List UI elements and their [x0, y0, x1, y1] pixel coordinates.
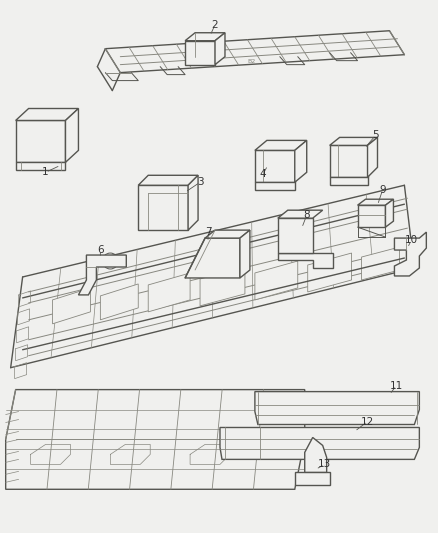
Text: 8: 8	[304, 210, 310, 220]
Text: B2: B2	[248, 59, 256, 64]
Polygon shape	[185, 238, 240, 278]
Polygon shape	[205, 230, 250, 238]
Polygon shape	[200, 267, 245, 306]
Polygon shape	[308, 253, 352, 292]
Polygon shape	[188, 175, 198, 230]
Polygon shape	[138, 185, 188, 230]
Polygon shape	[220, 427, 419, 459]
Polygon shape	[255, 150, 295, 182]
Polygon shape	[255, 261, 298, 300]
Text: 9: 9	[379, 185, 386, 195]
Polygon shape	[385, 199, 393, 227]
Polygon shape	[240, 230, 250, 278]
Polygon shape	[255, 392, 419, 424]
Polygon shape	[278, 218, 313, 253]
Text: 2: 2	[212, 20, 218, 30]
Text: 12: 12	[361, 416, 374, 426]
Polygon shape	[138, 175, 198, 185]
Polygon shape	[295, 472, 330, 486]
Polygon shape	[357, 199, 393, 205]
Polygon shape	[6, 390, 305, 489]
Text: 6: 6	[97, 245, 104, 255]
Polygon shape	[78, 255, 126, 295]
Polygon shape	[305, 438, 327, 472]
Polygon shape	[185, 41, 215, 64]
Text: 11: 11	[390, 381, 403, 391]
Text: 5: 5	[372, 131, 379, 140]
Text: 1: 1	[42, 167, 49, 177]
Polygon shape	[395, 232, 426, 276]
Text: 3: 3	[197, 177, 203, 187]
Polygon shape	[330, 138, 378, 146]
Polygon shape	[255, 182, 295, 190]
Polygon shape	[278, 253, 332, 268]
Polygon shape	[66, 109, 78, 163]
Polygon shape	[330, 146, 367, 177]
Polygon shape	[330, 177, 367, 185]
Text: 13: 13	[318, 459, 331, 470]
Polygon shape	[295, 140, 307, 182]
Polygon shape	[215, 33, 225, 64]
Polygon shape	[100, 284, 138, 320]
Polygon shape	[148, 273, 190, 312]
Text: 10: 10	[405, 235, 418, 245]
Polygon shape	[367, 138, 378, 177]
Polygon shape	[16, 109, 78, 120]
Polygon shape	[255, 140, 307, 150]
Polygon shape	[16, 163, 66, 171]
Polygon shape	[361, 247, 399, 280]
Polygon shape	[185, 33, 225, 41]
Polygon shape	[53, 288, 90, 324]
Polygon shape	[16, 120, 66, 163]
Text: 7: 7	[205, 227, 212, 237]
Polygon shape	[357, 205, 385, 227]
Polygon shape	[278, 210, 323, 218]
Text: 4: 4	[260, 169, 266, 179]
